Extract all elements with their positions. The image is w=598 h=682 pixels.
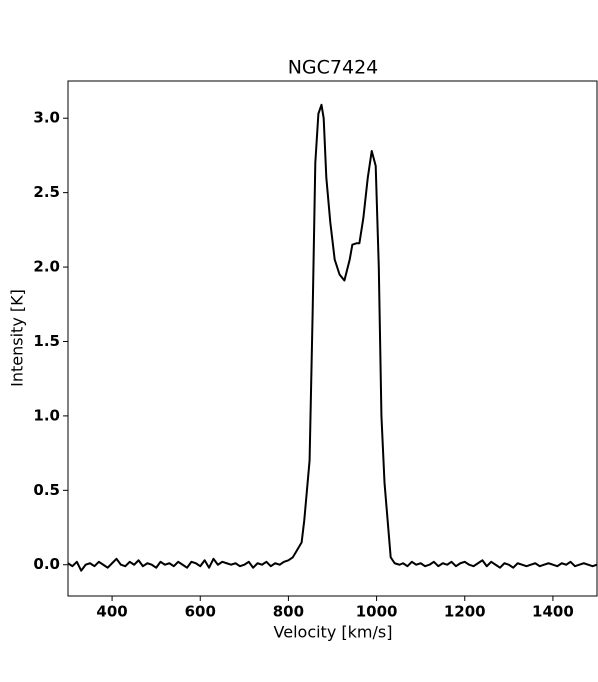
chart-title: NGC7424 [288,57,379,79]
y-tick-label: 1.5 [33,332,60,350]
y-tick-label: 1.0 [33,406,60,424]
x-axis-label: Velocity [km/s] [274,623,393,642]
x-tick-label: 600 [185,603,216,621]
y-tick-label: 0.0 [33,555,60,573]
data-line [67,103,598,572]
y-tick-label: 2.5 [33,183,60,201]
x-tick-label: 1200 [444,603,486,621]
y-axis-label: Intensity [K] [8,289,27,387]
y-tick-label: 3.0 [33,109,60,127]
x-tick-label: 1000 [356,603,398,621]
plot-frame [67,80,598,597]
y-tick-label: 0.5 [33,481,60,499]
x-tick-label: 400 [96,603,127,621]
y-tick-label: 2.0 [33,258,60,276]
x-tick-label: 800 [273,603,304,621]
x-tick-label: 1400 [532,603,574,621]
